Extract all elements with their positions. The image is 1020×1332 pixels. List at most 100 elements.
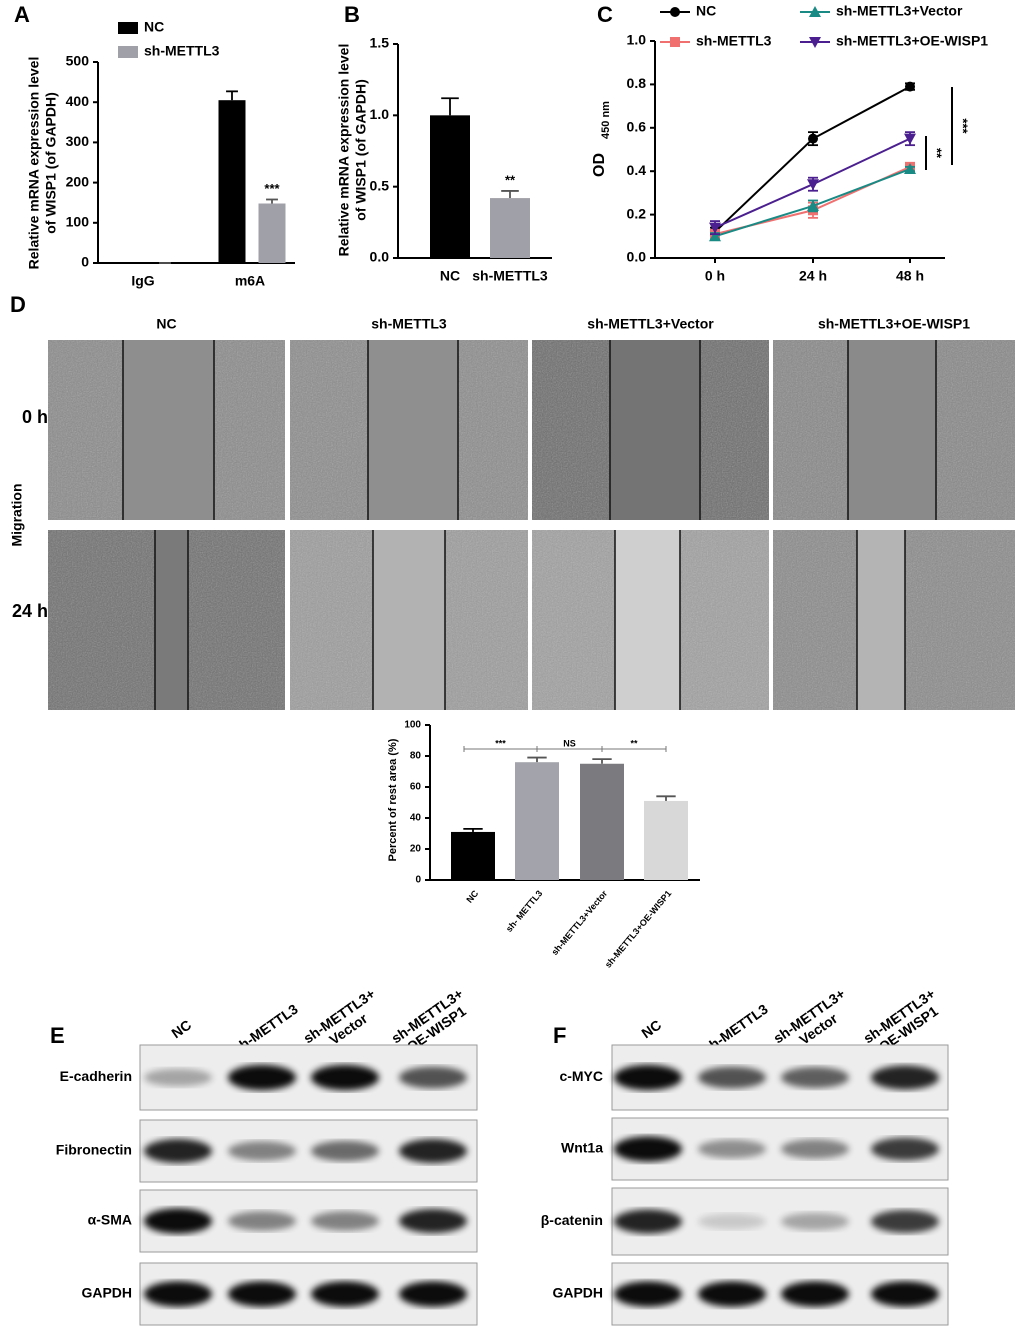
blot-band [614, 1281, 682, 1307]
blot-band [144, 1208, 212, 1234]
bar [490, 198, 530, 258]
blot-band [614, 1209, 682, 1234]
y-tick-label: 60 [410, 782, 422, 793]
row-label: Wnt1a [561, 1140, 603, 1156]
error-bar [501, 190, 519, 199]
lane-label-line: NC [638, 1017, 664, 1042]
comparison-label: ** [630, 738, 638, 748]
error-bar [527, 756, 547, 763]
wound-area [848, 340, 936, 520]
legend-label: sh-METTL3 [696, 33, 772, 49]
comparison-bracket [601, 746, 667, 752]
marker [670, 7, 680, 17]
panel-label: B [344, 2, 360, 27]
x-tick-label: 48 h [896, 268, 924, 284]
legend-label: sh-METTL3+Vector [836, 3, 963, 19]
panel-label: E [50, 1023, 65, 1048]
column-label: sh-METTL3+Vector [587, 316, 714, 332]
panel-label: C [597, 2, 613, 27]
error-bar [441, 97, 459, 116]
error-bar [463, 827, 483, 832]
blot-band [228, 1064, 296, 1091]
error-bar [226, 90, 238, 101]
legend-swatch [118, 22, 138, 34]
y-axis-label: OD [591, 153, 608, 177]
error-bar [592, 758, 612, 764]
blot-band [781, 1139, 849, 1159]
blot-band [399, 1208, 467, 1234]
bar [580, 763, 624, 880]
y-tick-label: 500 [66, 53, 90, 69]
marker [709, 222, 721, 234]
x-tick-label: sh- METTL3 [504, 888, 544, 933]
row-label: c-MYC [559, 1068, 603, 1084]
blot-band [399, 1281, 467, 1307]
x-tick-label: NC [440, 268, 460, 284]
x-tick-label: NC [464, 888, 480, 905]
lane-label: NC [168, 1017, 194, 1042]
x-tick-label: sh-METTL3+Vector [549, 888, 609, 957]
marker [807, 199, 819, 211]
bar [430, 115, 470, 258]
y-axis-label: Relative mRNA expression level [26, 57, 42, 270]
y-axis-label: of WISP1 (of GAPDH) [353, 79, 369, 221]
y-tick-label: 0.2 [627, 205, 647, 221]
y-tick-label: 1.0 [627, 32, 647, 48]
wound-area [373, 530, 445, 710]
wound-area [155, 530, 188, 710]
y-tick-label: 40 [410, 813, 422, 824]
row-label: E-cadherin [60, 1068, 132, 1084]
y-tick-label: 0.6 [627, 119, 647, 135]
bar [218, 100, 246, 263]
bar [644, 800, 688, 880]
y-axis-label: Percent of rest area (%) [387, 738, 399, 861]
y-tick-label: 20 [410, 844, 422, 855]
blot-band [781, 1212, 849, 1231]
comparison-label: NS [563, 738, 576, 748]
blot-band [399, 1066, 467, 1089]
column-label: NC [156, 316, 176, 332]
lane-label: NC [638, 1017, 664, 1042]
bar [515, 762, 559, 880]
x-tick-label: sh-METTL3 [472, 268, 548, 284]
y-tick-label: 0.0 [370, 249, 390, 265]
blot-band [614, 1064, 682, 1091]
blot-band [311, 1064, 379, 1091]
y-tick-label: 0 [415, 875, 421, 886]
y-tick-label: 0 [81, 254, 89, 270]
marker [904, 163, 916, 175]
blot-band [871, 1281, 939, 1307]
legend-label: NC [144, 19, 164, 35]
legend-swatch [118, 46, 138, 58]
x-tick-label: m6A [235, 273, 265, 289]
row-label: GAPDH [552, 1285, 603, 1301]
marker [809, 37, 821, 48]
blot-band [228, 1211, 296, 1231]
y-axis-label: Relative mRNA expression level [336, 44, 352, 257]
blot-band [144, 1138, 212, 1164]
blot-band [698, 1139, 766, 1159]
y-tick-label: 400 [66, 93, 90, 109]
blot-band [698, 1213, 766, 1230]
panel-label: F [553, 1023, 566, 1048]
row-label: GAPDH [81, 1285, 132, 1301]
comparison-label: ** [930, 148, 945, 159]
blot-band [871, 1210, 939, 1233]
row-label: 24 h [12, 601, 48, 621]
blot-band [698, 1066, 766, 1089]
blot-band [144, 1281, 212, 1307]
y-tick-label: 100 [404, 720, 421, 731]
x-tick-label: IgG [131, 273, 154, 289]
x-tick-label: 24 h [799, 268, 827, 284]
blot-band [144, 1068, 212, 1087]
legend-label: sh-METTL3+OE-WISP1 [836, 33, 988, 49]
y-axis-label: of WISP1 (of GAPDH) [43, 92, 59, 234]
error-bar [266, 198, 278, 204]
column-label: sh-METTL3+OE-WISP1 [818, 316, 970, 332]
significance-label: *** [264, 181, 280, 196]
panel-label: A [14, 2, 30, 27]
wound-area [615, 530, 680, 710]
lane-label-line: NC [168, 1017, 194, 1042]
blot-band [228, 1281, 296, 1307]
